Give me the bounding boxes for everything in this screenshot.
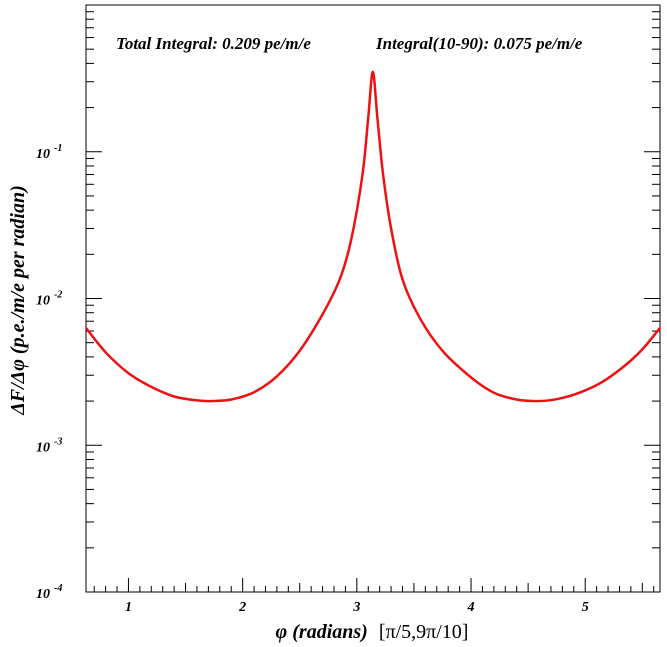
x-tick-label: 4 (467, 600, 475, 615)
data-point (515, 398, 518, 401)
data-point (376, 117, 379, 119)
data-point (150, 386, 153, 388)
range-integral-annotation: Integral(10-90): 0.075 pe/m/e (375, 34, 583, 53)
data-point (276, 375, 278, 378)
data-point (401, 278, 404, 281)
data-point (372, 71, 374, 73)
data-point (578, 391, 581, 394)
data-point (601, 381, 604, 383)
data-point (493, 391, 495, 394)
data-point (196, 399, 198, 402)
curve-layer (85, 70, 661, 403)
x-tick-label: 1 (125, 600, 132, 615)
data-point (390, 227, 392, 230)
data-point (382, 173, 384, 176)
x-axis-label-main: φ (radians) (276, 621, 368, 643)
data-point (173, 395, 175, 398)
data-point (624, 364, 626, 367)
plot-frame (85, 4, 661, 593)
data-point (470, 376, 472, 379)
data-point (367, 117, 370, 119)
data-point (659, 327, 661, 329)
axis-tick-labels: 1 2 3 4 5 10-4 10-3 10-2 10-1 (36, 143, 589, 615)
x-tick-label: 2 (238, 600, 246, 615)
total-integral-annotation: Total Integral: 0.209 pe/m/e (116, 34, 311, 53)
data-point (321, 313, 324, 316)
x-tick-label: 3 (352, 600, 360, 615)
x-tick-label: 5 (582, 600, 589, 615)
data-point (253, 391, 255, 393)
data-point (536, 400, 539, 402)
data-point (127, 372, 130, 374)
y-tick-label: 10 -4 (36, 583, 62, 602)
axis-ticks (86, 11, 660, 592)
data-point (641, 348, 644, 351)
data-point (338, 278, 341, 281)
data-point (418, 316, 421, 319)
x-axis-label: φ (radians) [π/5,9π/10] (276, 621, 469, 643)
data-point (104, 351, 107, 354)
data-point (298, 350, 301, 352)
y-tick-label: 10 -3 (36, 436, 62, 455)
y-axis-label: ΔF/Δφ (p.e./m/e per radian) (7, 185, 29, 416)
data-point (361, 173, 364, 176)
data-point (85, 327, 87, 329)
series-line (85, 70, 661, 403)
data-point (441, 350, 444, 352)
y-tick-label: 10 -1 (36, 143, 62, 162)
data-point (350, 239, 352, 241)
data-point (555, 398, 558, 400)
y-tick-label: 10 -2 (36, 290, 62, 309)
data-point (230, 398, 233, 401)
x-axis-label-range: [π/5,9π/10] (379, 621, 469, 643)
data-point (209, 400, 212, 402)
